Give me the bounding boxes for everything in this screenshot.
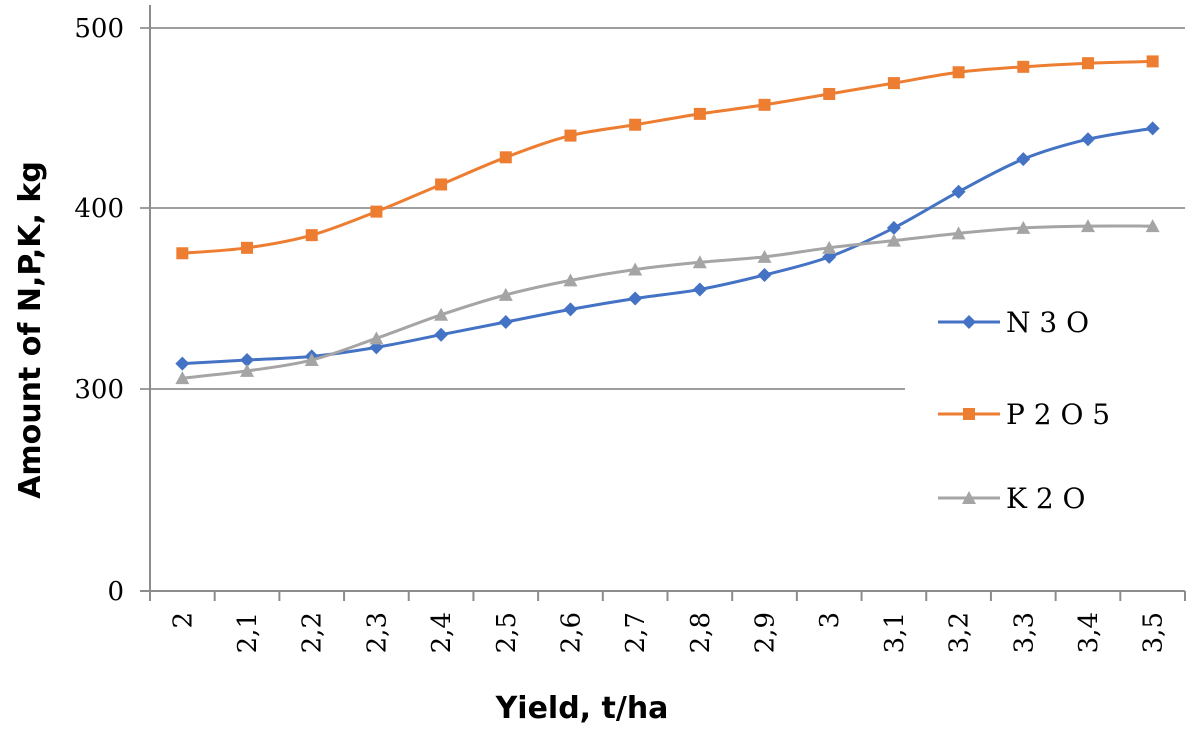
series-lines (175, 55, 1160, 385)
data-point (305, 229, 318, 242)
data-point (629, 118, 642, 131)
data-point (758, 98, 771, 111)
series-line (182, 224, 1153, 380)
series-line (182, 126, 1153, 366)
data-point (628, 291, 643, 306)
legend-item: P 2 O 5 (938, 398, 1110, 431)
data-point (304, 353, 319, 367)
data-point (1146, 55, 1159, 68)
x-axis-title: Yield, t/ha (495, 691, 669, 726)
data-point (886, 220, 901, 235)
x-tick-label: 2,9 (751, 612, 781, 653)
y-tick-label: 300 (74, 375, 124, 405)
data-point (1081, 57, 1094, 70)
y-tick-labels: 0 300 400 500 (74, 14, 124, 607)
legend-label: K 2 O (1006, 482, 1086, 515)
x-tick-label: 2 (168, 612, 198, 629)
data-point (435, 178, 448, 191)
data-point (1017, 60, 1030, 73)
data-point (499, 151, 512, 164)
series-2 (175, 219, 1160, 385)
data-point (757, 249, 772, 263)
data-point (240, 353, 255, 368)
data-point (757, 267, 772, 282)
data-point (176, 247, 189, 260)
legend-label: P 2 O 5 (1006, 398, 1110, 431)
data-point (692, 255, 707, 269)
legend-item: N 3 O (938, 306, 1089, 339)
legend: N 3 O P 2 O 5 K 2 O (938, 306, 1110, 515)
data-point (693, 107, 706, 120)
series-1 (176, 55, 1159, 260)
y-tick-label: 500 (74, 14, 124, 44)
x-tick-label: 3,1 (880, 612, 910, 653)
data-point (1080, 219, 1095, 233)
y-tick-label: 400 (74, 194, 124, 224)
data-point (370, 205, 383, 218)
data-point (240, 363, 255, 377)
data-point (1145, 121, 1160, 136)
x-tick-label: 2,2 (298, 612, 328, 653)
data-point (692, 282, 707, 297)
x-tick-labels: 2 2,1 2,2 2,3 2,4 2,5 2,6 2,7 2,8 2,9 3 3,1 3,2 3,3 3,… (168, 612, 1168, 653)
x-tick-label: 2,7 (621, 612, 651, 653)
data-point (951, 184, 966, 199)
series-line (182, 59, 1153, 255)
data-point (564, 129, 577, 142)
gridlines (140, 27, 1185, 390)
data-point (822, 240, 837, 254)
data-point (241, 241, 254, 254)
data-point (498, 287, 513, 301)
data-point (563, 273, 578, 287)
y-axis-title: Amount of N,P,K, kg (13, 161, 48, 499)
data-point (951, 226, 966, 240)
data-point (498, 315, 513, 330)
x-tick-label: 2,3 (362, 612, 392, 653)
x-tick-label: 2,6 (556, 612, 586, 653)
x-tick-label: 3,2 (945, 612, 975, 653)
legend-item: K 2 O (938, 482, 1086, 515)
data-point (628, 262, 643, 276)
data-point (886, 233, 901, 247)
data-point (369, 331, 384, 345)
y-tick-label: 0 (107, 577, 124, 607)
axes (140, 5, 1186, 601)
data-point (1080, 132, 1095, 147)
data-point (434, 327, 449, 342)
legend-marker (962, 315, 976, 329)
data-point (1145, 219, 1160, 233)
legend-marker (963, 408, 975, 420)
x-tick-label: 3,4 (1074, 612, 1104, 653)
data-point (1016, 152, 1031, 167)
legend-label: N 3 O (1006, 306, 1089, 339)
data-point (952, 66, 965, 79)
data-point (887, 77, 900, 90)
data-point (823, 87, 836, 100)
data-point (175, 356, 190, 371)
x-tick-label: 3,5 (1139, 612, 1169, 653)
x-tick-label: 2,1 (233, 612, 263, 653)
data-point (175, 371, 190, 385)
data-point (563, 302, 578, 317)
x-tick-label: 3 (815, 612, 845, 629)
x-tick-label: 2,8 (686, 612, 716, 653)
data-point (1016, 220, 1031, 234)
x-tick-label: 3,3 (1009, 612, 1039, 653)
legend-marker (962, 491, 976, 504)
x-tick-label: 2,4 (427, 612, 457, 653)
data-point (434, 307, 449, 321)
x-tick-label: 2,5 (492, 612, 522, 653)
